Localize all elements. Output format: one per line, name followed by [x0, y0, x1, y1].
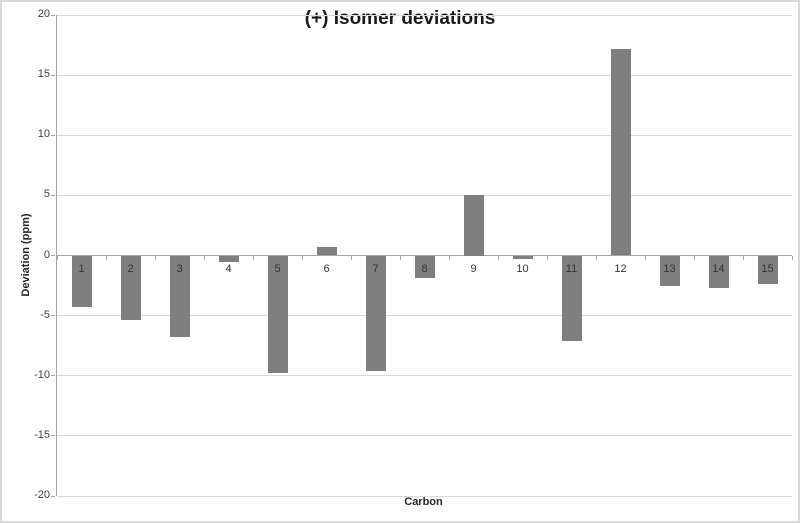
- x-boundary-tick: [252, 255, 254, 260]
- bar-carbon-2: [120, 255, 141, 321]
- category-label-9: 9: [470, 262, 477, 275]
- gridline-y--15: [57, 435, 792, 437]
- y-tick-label: -10: [34, 368, 50, 381]
- y-tick-label: 20: [37, 8, 50, 20]
- x-boundary-tick: [203, 255, 205, 260]
- bar-carbon-11: [561, 255, 582, 341]
- gridline-y--5: [57, 315, 792, 317]
- gridline-y-15: [57, 74, 792, 76]
- y-axis-title: Deviation (ppm): [20, 213, 32, 297]
- y-tick-label: 5: [43, 188, 50, 201]
- y-tick--20: [51, 495, 55, 497]
- y-tick-label: -20: [34, 489, 50, 501]
- bar-carbon-15: [757, 255, 778, 285]
- category-label-12: 12: [614, 262, 627, 275]
- x-axis-title: Carbon: [404, 496, 443, 508]
- x-boundary-tick: [301, 255, 303, 260]
- x-boundary-tick: [595, 255, 597, 260]
- bar-carbon-9: [463, 195, 484, 256]
- x-boundary-tick: [399, 255, 401, 260]
- bar-carbon-4: [218, 255, 239, 262]
- category-label-8: 8: [421, 262, 428, 275]
- x-boundary-tick: [154, 255, 156, 260]
- y-tick-label: -5: [40, 308, 50, 321]
- category-label-1: 1: [78, 262, 85, 275]
- x-boundary-tick: [742, 255, 744, 260]
- plot-area: 1 2 3 4 5 6 7 8 9 10 11 12 13 14 15: [56, 14, 793, 497]
- category-label-4: 4: [225, 262, 232, 275]
- x-boundary-tick: [693, 255, 695, 260]
- y-tick-15: [51, 74, 55, 76]
- y-tick-10: [51, 134, 55, 136]
- bar-carbon-10: [512, 255, 533, 260]
- category-label-10: 10: [516, 262, 529, 275]
- category-label-2: 2: [127, 262, 134, 275]
- bar-carbon-8: [414, 255, 435, 279]
- y-tick-label: -15: [34, 428, 50, 441]
- x-boundary-tick: [546, 255, 548, 260]
- y-tick-0: [51, 255, 55, 256]
- x-boundary-tick: [105, 255, 107, 260]
- bar-carbon-1: [71, 255, 92, 308]
- y-tick--15: [51, 435, 55, 437]
- bar-carbon-12: [610, 48, 631, 256]
- x-boundary-tick: [791, 255, 793, 260]
- y-tick-label: 15: [37, 68, 50, 81]
- y-tick--10: [51, 375, 55, 377]
- category-label-6: 6: [323, 262, 330, 275]
- bar-carbon-5: [267, 255, 288, 374]
- category-label-13: 13: [663, 262, 676, 275]
- bar-carbon-13: [659, 255, 680, 286]
- x-boundary-tick: [350, 255, 352, 260]
- y-tick-label: 10: [37, 128, 50, 141]
- x-boundary-tick: [644, 255, 646, 260]
- bar-carbon-7: [365, 255, 386, 371]
- category-label-14: 14: [712, 262, 725, 275]
- x-boundary-tick: [56, 255, 58, 260]
- y-tick--5: [51, 315, 55, 317]
- category-label-3: 3: [176, 262, 183, 275]
- y-tick-label: 0: [43, 248, 50, 261]
- category-label-7: 7: [372, 262, 379, 275]
- bar-carbon-3: [169, 255, 190, 338]
- x-boundary-tick: [448, 255, 450, 260]
- gridline-y--20: [57, 495, 792, 497]
- y-tick-20: [51, 14, 55, 16]
- bar-carbon-14: [708, 255, 729, 288]
- category-label-15: 15: [761, 262, 774, 275]
- gridline-y-10: [57, 134, 792, 136]
- bar-carbon-6: [316, 247, 337, 256]
- chart-title: (+) Isomer deviations: [304, 8, 496, 29]
- category-label-11: 11: [565, 262, 578, 275]
- x-boundary-tick: [497, 255, 499, 260]
- gridline-y--10: [57, 375, 792, 377]
- gridline-y-5: [57, 194, 792, 196]
- y-tick-5: [51, 194, 55, 196]
- gridline-y-20: [57, 14, 792, 16]
- category-label-5: 5: [274, 262, 281, 275]
